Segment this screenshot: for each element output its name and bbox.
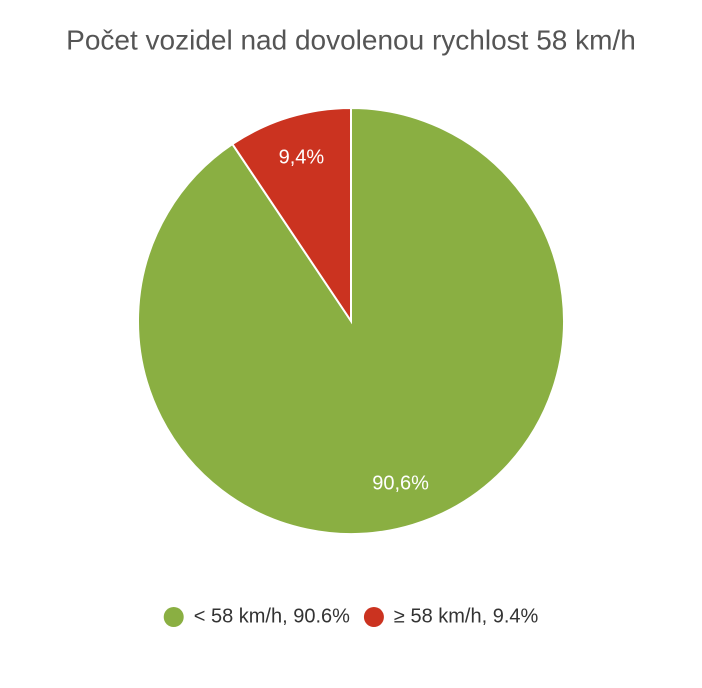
legend-marker bbox=[363, 607, 384, 627]
slice-label: 90,6% bbox=[372, 472, 429, 494]
legend-label: ≥ 58 km/h, 9.4% bbox=[394, 605, 539, 627]
slice-label: 9,4% bbox=[279, 146, 325, 168]
pie-slice bbox=[230, 106, 352, 325]
chart-title: Počet vozidel nad dovolenou rychlost 58 … bbox=[66, 24, 636, 55]
legend-label: < 58 km/h, 90.6% bbox=[194, 605, 350, 627]
legend-marker bbox=[163, 607, 184, 627]
